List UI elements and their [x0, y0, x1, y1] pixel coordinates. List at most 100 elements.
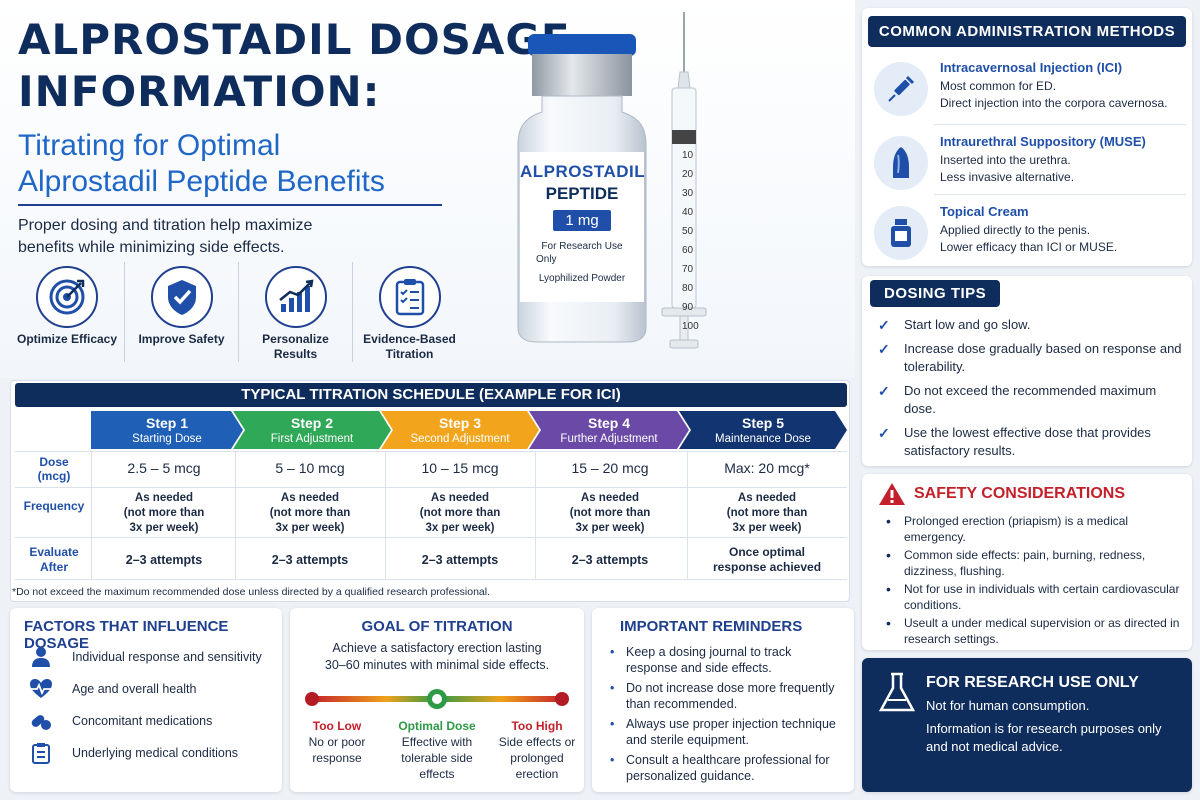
vial-note: Lyophilized Powder	[538, 273, 626, 284]
benefit-label: Improve Safety	[138, 332, 225, 346]
vial-type: PEPTIDE	[545, 184, 619, 203]
research-line: Not for human consumption.	[926, 698, 1090, 713]
row-divider	[15, 537, 847, 538]
method-title: Intracavernosal Injection (ICI)	[940, 60, 1123, 75]
gauge-title: Too High	[511, 719, 563, 733]
cell-line: (not more than	[269, 507, 351, 519]
factor-label: Underlying medical conditions	[72, 746, 239, 760]
col-divider	[91, 451, 92, 579]
cell-line: As needed	[737, 492, 797, 504]
dosing-tips-heading: DOSING TIPS	[870, 280, 1001, 307]
cell-line: Once optimal	[728, 545, 805, 559]
step-5-header: Step 5 Maintenance Dose	[679, 411, 847, 449]
step-name: Step 2	[290, 415, 333, 431]
syringe-mark: 80	[682, 283, 694, 294]
evaluate-cell: 2–3 attempts	[421, 553, 499, 567]
list-item: Common side effects: pain, burning, redn…	[884, 548, 1184, 579]
row-label-frequency: Frequency	[23, 499, 85, 513]
cell-line: 3x per week)	[425, 522, 495, 534]
benefit-optimize-efficacy: Optimize Efficacy	[10, 262, 124, 362]
goal-heading: GOAL OF TITRATION	[361, 618, 513, 635]
tip-text: Increase dose gradually based on respons…	[904, 341, 1182, 374]
method-line: Most common for ED.	[940, 79, 1057, 93]
warning-icon	[879, 483, 905, 505]
safety-list: Prolonged erection (priapism) is a medic…	[884, 514, 1184, 650]
cell-line: (not more than	[123, 507, 205, 519]
safety-heading: SAFETY CONSIDERATIONS	[914, 485, 1125, 502]
list-item: Consult a healthcare professional for pe…	[608, 752, 844, 784]
title-line-2: INFORMATION:	[18, 67, 381, 116]
subtitle-line-1: Titrating for Optimal	[18, 129, 281, 162]
goal-panel: GOAL OF TITRATION Achieve a satisfactory…	[290, 608, 584, 792]
cell-line: 3x per week)	[129, 522, 199, 534]
safety-heading-row: SAFETY CONSIDERATIONS	[878, 482, 1125, 506]
dosing-tips-card: DOSING TIPS ✓ Start low and go slow. ✓ Inc…	[862, 276, 1192, 466]
vial-note: For Research Use	[541, 241, 623, 252]
col-divider	[235, 451, 236, 579]
clipboard-icon	[28, 742, 54, 764]
gauge-line: erection	[515, 767, 559, 781]
title-line-1: ALPROSTADIL DOSAGE	[18, 15, 571, 64]
list-item: ✓ Do not exceed the recommended maximum d…	[878, 382, 1184, 418]
row-label-line: Evaluate	[29, 545, 79, 559]
method-title: Topical Cream	[940, 204, 1029, 219]
gauge-line: effects	[419, 767, 455, 781]
row-label-line: (mcg)	[37, 469, 71, 483]
evaluate-cell: 2–3 attempts	[571, 553, 649, 567]
syringe-mark: 70	[682, 264, 694, 275]
benefit-improve-safety: Improve Safety	[124, 262, 238, 362]
row-label-line: Dose	[39, 455, 69, 469]
hero-section: ALPROSTADIL DOSAGE INFORMATION: Titratin…	[0, 0, 855, 378]
schedule-footnote: *Do not exceed the maximum recommended d…	[12, 586, 491, 598]
tip-text: Do not exceed the recommended maximum do…	[904, 383, 1157, 416]
cell-line: 3x per week)	[275, 522, 345, 534]
reminders-panel: IMPORTANT REMINDERS Keep a dosing journa…	[592, 608, 854, 792]
vial-label: ALPROSTADIL PEPTIDE 1 mg For Research Us…	[520, 162, 645, 284]
row-divider	[15, 487, 847, 488]
row-label-evaluate: Evaluate After	[17, 545, 91, 575]
row-divider	[15, 451, 847, 452]
cell-line: (not more than	[726, 507, 808, 519]
gauge-line: No or poor	[308, 735, 366, 749]
syringe-mark: 30	[682, 188, 694, 199]
step-sub: Second Adjustment	[410, 433, 510, 445]
method-description: Inserted into the urethra. Less invasive…	[940, 152, 1190, 186]
vial-illustration: ALPROSTADIL PEPTIDE 1 mg For Research Us…	[512, 32, 652, 344]
step-sub: Maintenance Dose	[715, 433, 811, 445]
list-item: Prolonged erection (priapism) is a medic…	[884, 514, 1184, 545]
tip-text: Start low and go slow.	[904, 317, 1031, 332]
benefit-evidence-based: Evidence-Based Titration	[352, 262, 466, 362]
step-sub: Further Adjustment	[560, 433, 658, 445]
frequency-cell: As needed (not more than 3x per week)	[387, 491, 533, 536]
method-title: Intraurethral Suppository (MUSE)	[940, 134, 1146, 149]
frequency-cell: As needed (not more than 3x per week)	[237, 491, 383, 536]
cell-line: 3x per week)	[732, 522, 802, 534]
syringe-icon	[874, 62, 928, 116]
gauge-title: Too Low	[312, 719, 362, 733]
page-subtitle: Titrating for Optimal Alprostadil Peptid…	[18, 128, 385, 200]
dose-cell: 15 – 20 mcg	[571, 460, 649, 476]
method-line: Inserted into the urethra.	[940, 153, 1071, 167]
step-sub: Starting Dose	[132, 433, 202, 445]
list-item: ✓ Start low and go slow.	[878, 316, 1184, 334]
gauge-optimal: Optimal Dose Effective with tolerable si…	[392, 718, 482, 782]
syringe-mark: 10	[682, 150, 694, 161]
row-label-line: After	[39, 560, 68, 574]
gauge-line: prolonged	[510, 751, 564, 765]
research-use-card: FOR RESEARCH USE ONLY Not for human cons…	[862, 658, 1192, 792]
benefit-label: Optimize Efficacy	[16, 332, 118, 346]
step-3-header: Step 3 Second Adjustment	[381, 411, 539, 449]
evaluate-cell: Once optimal response achieved	[691, 545, 843, 575]
intro-text: Proper dosing and titration help maximiz…	[18, 217, 313, 256]
factor-label: Age and overall health	[72, 682, 197, 696]
list-item: Always use proper injection technique an…	[608, 716, 844, 748]
step-name: Step 5	[741, 415, 784, 431]
cell-line: (not more than	[569, 507, 651, 519]
clipboard-checklist-icon	[378, 266, 441, 328]
method-description: Most common for ED. Direct injection int…	[940, 78, 1190, 112]
dose-cell: 2.5 – 5 mcg	[127, 460, 201, 476]
col-divider	[535, 451, 536, 579]
syringe-mark: 50	[682, 226, 694, 237]
dose-cell: 5 – 10 mcg	[275, 460, 345, 476]
step-1-header: Step 1 Starting Dose	[91, 411, 243, 449]
